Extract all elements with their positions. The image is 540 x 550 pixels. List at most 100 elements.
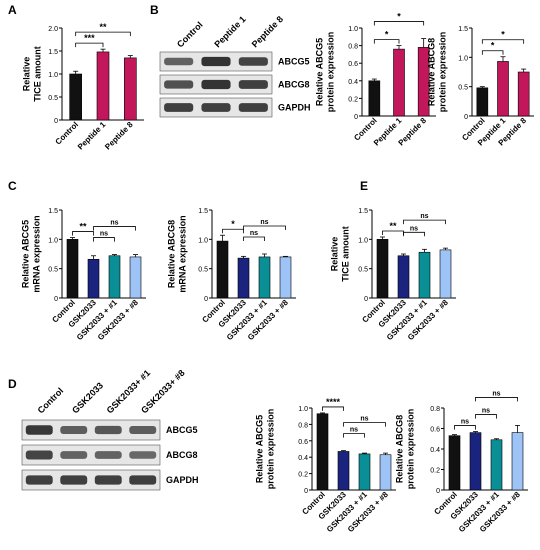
bar xyxy=(69,73,82,121)
significance-label: * xyxy=(491,41,495,51)
y-tick-label: 0.5 xyxy=(458,85,468,92)
bar xyxy=(476,87,489,117)
bar xyxy=(497,61,509,117)
y-tick-label: 0.2 xyxy=(348,96,358,103)
panel-letter: E xyxy=(360,179,368,193)
y-tick-label: 0 xyxy=(464,114,468,121)
panel-letter: C xyxy=(8,179,17,193)
y-tick-label: 0 xyxy=(354,114,358,121)
bar xyxy=(358,453,371,491)
bar xyxy=(129,256,142,299)
blot-row-label: ABCG8 xyxy=(166,450,198,460)
bar xyxy=(216,240,229,299)
y-tick-label: 0 xyxy=(304,488,308,495)
blot-band xyxy=(201,79,231,90)
bar xyxy=(511,432,524,491)
blot-lane-label: Peptide 1 xyxy=(212,14,247,49)
blot-row-label: ABCG5 xyxy=(166,425,198,435)
y-axis-label: Relative xyxy=(330,237,340,272)
significance-bracket xyxy=(481,39,525,44)
significance-label: ns xyxy=(410,225,418,232)
y-tick-label: 1.0 xyxy=(348,26,358,33)
bar xyxy=(376,239,389,299)
significance-label: * xyxy=(397,12,401,22)
bar xyxy=(258,256,271,299)
significance-bracket xyxy=(75,31,131,37)
significance-label: ns xyxy=(110,220,118,227)
blot-lane-label: GSK2033 xyxy=(70,380,105,415)
chart-B-abcg5: 0 0.2 0.4 0.6 0.8 1.0 Relative ABCG5 protein ex… xyxy=(315,12,436,148)
significance-label: * xyxy=(501,30,505,40)
significance-bracket xyxy=(481,50,504,55)
y-tick-label: 0 xyxy=(54,296,58,303)
significance-bracket xyxy=(454,425,476,430)
significance-label: ns xyxy=(492,390,500,397)
western-blot-B: Control Peptide 1 Peptide 8 ABCG5 ABCG8 GAPDH xyxy=(159,14,311,118)
y-tick-label: 0.6 xyxy=(430,427,440,434)
significance-bracket xyxy=(373,39,400,44)
significance-bracket xyxy=(243,225,286,230)
bar xyxy=(108,255,121,299)
x-tick-label: Peptide 8 xyxy=(103,120,135,152)
y-tick-label: 0.2 xyxy=(430,468,440,475)
significance-bracket xyxy=(72,231,94,236)
y-axis-label: Relative ABCG5 xyxy=(255,415,265,483)
significance-bracket xyxy=(222,228,244,234)
y-tick-label: 0 xyxy=(364,296,368,303)
significance-bracket xyxy=(382,230,404,235)
y-axis-label: mRNA expression xyxy=(178,215,188,292)
significance-bracket xyxy=(75,42,104,48)
bar xyxy=(316,413,329,491)
y-tick-label: 1.5 xyxy=(358,208,368,215)
blot-band xyxy=(25,450,53,460)
y-axis-label: mRNA expression xyxy=(32,215,42,292)
bar xyxy=(279,256,292,299)
blot-band xyxy=(129,451,157,459)
y-tick-label: 0.5 xyxy=(48,95,58,102)
y-tick-label: 1.5 xyxy=(458,26,468,33)
y-axis-label: protein expression xyxy=(438,32,448,113)
y-axis-label: Relative ABCG8 xyxy=(395,415,405,483)
bar xyxy=(66,239,79,299)
y-tick-label: 1.5 xyxy=(48,208,58,215)
blot-band xyxy=(94,475,122,485)
significance-bracket xyxy=(322,406,344,411)
bar xyxy=(237,257,250,299)
bar xyxy=(490,439,503,491)
blot-row-label: GAPDH xyxy=(166,475,199,485)
blot-lane-label: Control xyxy=(36,386,66,416)
bar xyxy=(418,251,431,299)
y-tick-label: 0.4 xyxy=(348,79,358,86)
significance-label: * xyxy=(231,219,235,229)
y-tick-label: 1.0 xyxy=(198,237,208,244)
bar xyxy=(87,258,100,299)
y-axis-label: Relative ABCG5 xyxy=(21,220,31,288)
y-axis-label: protein expression xyxy=(406,409,416,490)
significance-bracket xyxy=(403,231,425,237)
blot-band xyxy=(238,103,268,112)
y-tick-label: 0.2 xyxy=(298,472,308,479)
y-axis-label: TICE amount xyxy=(341,226,351,282)
significance-bracket xyxy=(373,21,425,26)
blot-band xyxy=(129,425,157,435)
blot-lane-label: Control xyxy=(175,20,205,50)
bar xyxy=(124,57,137,121)
y-tick-label: 0.4 xyxy=(430,447,440,454)
chart-B-abcg8: 0 0.5 1.0 1.5 Relative ABCG8 protein expressi… xyxy=(427,26,534,148)
bar xyxy=(393,48,405,117)
y-tick-label: 0.8 xyxy=(298,422,308,429)
y-tick-label: 1.5 xyxy=(198,208,208,215)
y-tick-label: 1.0 xyxy=(358,237,368,244)
y-tick-label: 0.8 xyxy=(430,406,440,413)
blot-band xyxy=(238,80,268,89)
bar xyxy=(439,249,452,299)
significance-bracket xyxy=(475,414,497,419)
y-tick-label: 1.0 xyxy=(48,237,58,244)
blot-band xyxy=(164,80,194,89)
significance-label: ns xyxy=(461,419,469,426)
y-tick-label: 0.5 xyxy=(358,267,368,274)
blot-band xyxy=(60,425,88,435)
